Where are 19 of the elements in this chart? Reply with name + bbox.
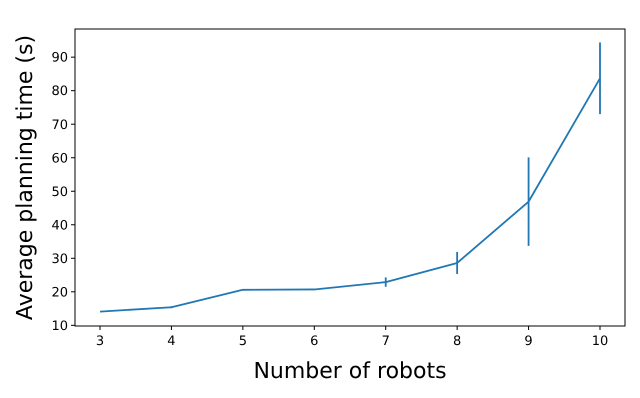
y-tick-label: 70 — [51, 118, 68, 133]
x-tick-label: 4 — [167, 334, 176, 349]
y-axis-title: Average planning time (s) — [13, 34, 38, 320]
x-tick-label: 9 — [524, 334, 533, 349]
y-tick-label: 30 — [51, 252, 68, 267]
y-tick-label: 80 — [51, 84, 68, 100]
x-axis-title: Number of robots — [253, 359, 447, 384]
x-tick-label: 10 — [592, 334, 608, 349]
x-tick-label: 7 — [382, 334, 390, 349]
x-tick-label: 3 — [96, 334, 104, 349]
y-tick-label: 50 — [51, 184, 68, 200]
y-tick-label: 10 — [51, 318, 68, 334]
y-tick-label: 90 — [51, 50, 68, 66]
y-tick-label: 60 — [51, 151, 68, 166]
y-tick-label: 20 — [51, 285, 68, 300]
x-tick-label: 5 — [238, 334, 247, 349]
y-tick-label: 40 — [51, 218, 68, 234]
x-tick-label: 8 — [453, 334, 462, 349]
x-tick-label: 6 — [310, 334, 318, 349]
